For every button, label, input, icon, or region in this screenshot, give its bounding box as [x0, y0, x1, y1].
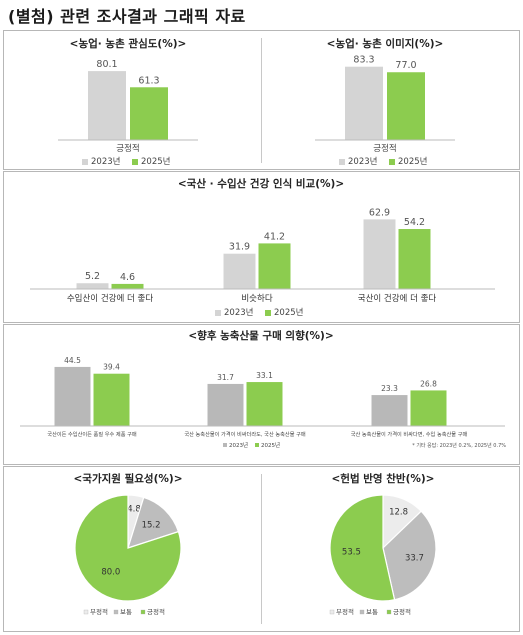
legend-label-2025: 2025년	[274, 307, 303, 318]
bar-2025	[111, 283, 144, 289]
legend-label-2023: 2023년	[229, 441, 248, 449]
bar-2025	[93, 373, 130, 426]
category-label: 수입산이 건강에 더 좋다	[67, 293, 153, 304]
legend-label-2023: 2023년	[91, 156, 120, 167]
legend-swatch-2025	[255, 443, 259, 447]
pie-value-label: 4.8	[127, 505, 141, 515]
pie-value-label: 80.0	[101, 568, 120, 578]
legend-swatch-2023	[82, 159, 88, 165]
bar-2025	[258, 243, 291, 289]
data-label: 61.3	[138, 75, 159, 86]
chart-title: <농업· 농촌 관심도(%)>	[70, 37, 187, 50]
bar-2023	[371, 395, 408, 426]
legend-swatch-2023	[223, 443, 227, 447]
legend-label: 부정적	[90, 607, 108, 616]
pie-value-label: 33.7	[405, 553, 424, 563]
legend-swatch-positive	[140, 609, 146, 615]
pie-value-label: 15.2	[142, 521, 161, 531]
data-label: 41.2	[264, 231, 285, 242]
legend-label: 긍정적	[393, 607, 411, 616]
data-label: 31.7	[217, 373, 234, 382]
legend-swatch-negative	[329, 609, 335, 615]
category-label: 비슷하다	[241, 293, 272, 304]
category-label: 국산 농축산물이 가격이 비싸다면, 수입 농축산물 구매	[351, 430, 468, 438]
legend-swatch-2025	[265, 310, 271, 316]
footnote: * 기타 응답: 2023년 0.2%, 2025년 0.7%	[412, 442, 506, 449]
category-label: 긍정적	[373, 143, 396, 154]
category-label: 국산 농축산물이 가격이 비싸더라도, 국산 농축산물 구매	[184, 430, 306, 438]
data-label: 62.9	[369, 207, 390, 218]
legend-swatch-neutral	[113, 609, 119, 615]
data-label: 23.3	[381, 384, 398, 393]
panel-divider	[261, 38, 262, 163]
bar-2025	[398, 229, 431, 289]
legend-swatch-2025	[389, 159, 395, 165]
data-label: 31.9	[229, 242, 250, 253]
legend-label: 긍정적	[147, 607, 165, 616]
chart-title: <국산 · 수입산 건강 인식 비교(%)>	[178, 177, 344, 190]
legend-label: 보통	[366, 608, 378, 616]
bar-2025	[387, 72, 425, 140]
pie-slice-neutral	[382, 510, 437, 601]
chart-title: <국가지원 필요성(%)>	[74, 472, 183, 485]
bar-2023	[54, 366, 91, 426]
pie-slice-positive	[74, 494, 182, 602]
legend-swatch-positive	[386, 609, 392, 615]
legend-swatch-neutral	[359, 609, 365, 615]
legend-label-2025: 2025년	[141, 156, 170, 167]
pie-value-label: 12.8	[389, 507, 408, 517]
legend-label: 부정적	[336, 607, 354, 616]
pie-slice-positive	[329, 494, 396, 602]
legend-swatch-2023	[215, 310, 221, 316]
data-label: 5.2	[85, 271, 100, 282]
data-label: 83.3	[353, 55, 374, 66]
bar-2023	[223, 253, 256, 289]
legend-label-2025: 2025년	[261, 441, 280, 449]
data-label: 33.1	[256, 371, 273, 380]
legend-label: 보통	[120, 608, 132, 616]
pie-value-label: 53.5	[342, 547, 361, 557]
chart-title: <향후 농축산물 구매 의향(%)>	[188, 329, 333, 342]
category-label: 긍정적	[116, 143, 139, 154]
data-label: 80.1	[96, 59, 117, 70]
bar-2023	[76, 283, 109, 289]
bar-2025	[246, 382, 283, 426]
data-label: 54.2	[404, 217, 425, 228]
panel-divider	[261, 474, 262, 624]
chart-title: <헌법 반영 찬반(%)>	[332, 472, 435, 485]
data-label: 26.8	[420, 379, 437, 388]
bar-2025	[130, 87, 168, 140]
legend-label-2023: 2023년	[348, 156, 377, 167]
legend-swatch-negative	[83, 609, 89, 615]
data-label: 39.4	[103, 363, 120, 372]
category-label: 국산이든 수입산이든 품질 우수 제품 구매	[47, 430, 137, 438]
legend-label-2025: 2025년	[398, 156, 427, 167]
data-label: 4.6	[120, 272, 135, 283]
bar-2023	[88, 71, 126, 140]
category-label: 국산이 건강에 더 좋다	[358, 293, 437, 304]
legend-swatch-2023	[339, 159, 345, 165]
data-label: 77.0	[395, 60, 416, 71]
page-title: (별첨) 관련 조사결과 그래픽 자료	[8, 7, 246, 26]
chart-title: <농업· 농촌 이미지(%)>	[327, 37, 444, 50]
bar-2023	[345, 66, 383, 140]
bar-2023	[363, 219, 396, 289]
bar-2023	[207, 383, 244, 426]
data-label: 44.5	[64, 356, 81, 365]
legend-label-2023: 2023년	[224, 307, 253, 318]
legend-swatch-2025	[132, 159, 138, 165]
bar-2025	[410, 390, 447, 426]
